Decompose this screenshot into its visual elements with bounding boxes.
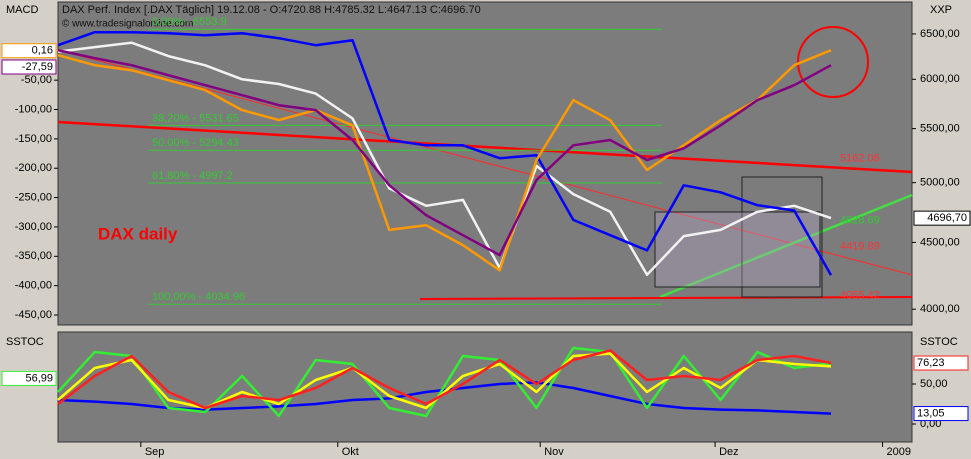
y2-tick-label: -450,00 [15,309,52,321]
series-line [57,349,832,410]
series-line [57,48,832,257]
price-label: 5162.06 [840,152,880,164]
y-tick-label: 5000,00 [920,177,960,189]
price-label: 4628.69 [840,214,880,226]
y2-tick-label: -50,00 [21,74,52,86]
y2-label: MACD [6,4,38,16]
fib-label: 61,80% - 4997.2 [152,170,233,182]
series-line [57,41,832,277]
value-box [1,59,57,75]
trend-line [419,296,913,300]
y-label: XXP [930,4,952,16]
sstoc-panel [57,331,913,443]
price-label: 4419.89 [840,240,880,252]
value-box-label: 56,99 [25,372,53,384]
x-tick-label: Okt [342,446,359,458]
y-label: SSTOC [920,336,958,348]
value-box [1,370,57,386]
x-tick-label: Dez [719,446,739,458]
y2-tick-label: -100,00 [15,103,52,115]
value-box-label: 76,23 [917,357,945,369]
y2-tick-label: -200,00 [15,162,52,174]
y2-tick-label: -300,00 [15,221,52,233]
value-box-label: 0,16 [32,45,53,57]
value-box-label: -27,59 [22,61,53,73]
price-label: 4055.42 [840,289,880,301]
y2-tick-label: -150,00 [15,133,52,145]
series-line [57,49,832,272]
x-tick-label: 2009 [887,446,911,458]
value-box [1,43,57,59]
y-tick-label: 5500,00 [920,123,960,135]
box [741,176,823,298]
annotation: DAX daily [98,224,178,243]
y-tick-label: 50,00 [920,378,948,390]
y2-tick-label: -350,00 [15,250,52,262]
highlight-circle [797,26,869,98]
y2-tick-label: -250,00 [15,191,52,203]
copyright: © www.tradesignalonline.com [62,19,193,30]
fib-label: 50,00% - 5294.43 [152,137,239,149]
chart-title: DAX Perf. Index [.DAX Täglich] 19.12.08 … [62,4,481,16]
fib-label: 0,00% - 6553.9 [152,16,227,28]
y-tick-label: 4500,00 [920,236,960,248]
value-box [913,406,969,422]
y-tick-label: 4000,00 [920,303,960,315]
y-tick-label: 6000,00 [920,73,960,85]
y2-tick-label: -400,00 [15,280,52,292]
box [654,211,821,288]
fib-label: 38,20% - 5531.65 [152,112,239,124]
value-box-label: 13,05 [917,407,945,419]
y2-label: SSTOC [6,336,44,348]
value-box [913,210,971,226]
fib-label: 100,00% - 4034.96 [152,291,245,303]
x-tick-label: Sep [145,446,165,458]
trend-line [57,120,913,174]
y-tick-label: 6500,00 [920,28,960,40]
value-box [913,355,969,371]
value-box-label: 4696,70 [927,212,967,224]
x-tick-label: Nov [544,446,564,458]
series-line [57,30,833,276]
trend-line [659,193,913,299]
